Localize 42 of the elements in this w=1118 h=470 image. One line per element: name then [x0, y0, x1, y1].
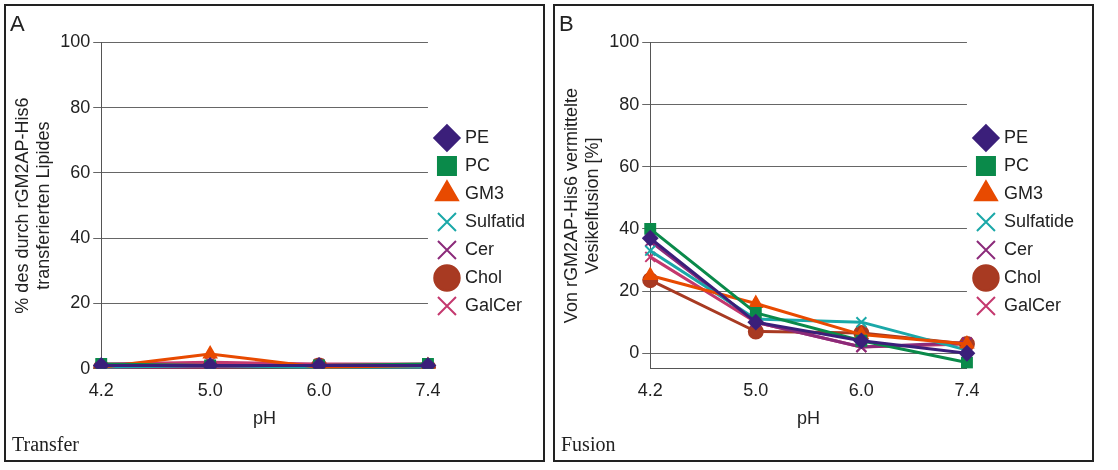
y-tick-label: 100	[609, 31, 640, 52]
legend-label: GalCer	[464, 294, 522, 315]
legend-label: Chol	[464, 266, 502, 287]
y-tick-label: 60	[70, 161, 91, 182]
y-tick-label: 100	[60, 31, 91, 52]
legend-label: Cer	[1003, 238, 1033, 259]
legend-label: PE	[1003, 126, 1028, 147]
y-tick-label: 60	[619, 155, 640, 176]
x-tick-label: 4.2	[637, 379, 663, 400]
y-tick-label: 0	[80, 357, 91, 378]
legend-label: PE	[464, 126, 489, 147]
chart-title: A	[10, 11, 25, 37]
y-axis-title: % des durch rGM2AP-His6 transferierten Lipides	[11, 97, 54, 314]
chart-title: B	[559, 11, 574, 37]
y-tick-label: 80	[70, 96, 91, 117]
legend-label: Sulfatid	[464, 210, 526, 231]
y-tick-label: 20	[619, 280, 640, 301]
x-tick-label: 6.0	[848, 379, 874, 400]
text: Transfer	[12, 433, 80, 456]
legend-label: GM3	[464, 182, 504, 203]
legend-label: Sulfatide	[1003, 210, 1075, 231]
x-tick-label: 5.0	[197, 379, 223, 400]
y-axis-title: Von rGM2AP-His6 vermittelte Vesikelfusion [%]	[560, 88, 603, 324]
legend-label: PC	[464, 154, 490, 175]
y-tick-label: 0	[629, 342, 640, 363]
legend-label: Chol	[1003, 266, 1041, 287]
x-tick-label: 5.0	[743, 379, 769, 400]
x-tick-label: 7.4	[415, 379, 441, 400]
legend-label: Cer	[464, 238, 494, 259]
x-tick-label: 4.2	[88, 379, 114, 400]
x-axis-title: pH	[253, 408, 277, 429]
x-tick-label: 6.0	[306, 379, 332, 400]
text: Fusion	[561, 433, 616, 456]
legend-label: GM3	[1003, 182, 1043, 203]
y-tick-label: 40	[619, 217, 640, 238]
y-tick-label: 20	[70, 292, 91, 313]
legend-label: PC	[1003, 154, 1029, 175]
x-tick-label: 7.4	[954, 379, 980, 400]
y-tick-label: 40	[70, 227, 91, 248]
x-axis-title: pH	[797, 408, 821, 429]
legend-label: GalCer	[1003, 294, 1061, 315]
y-tick-label: 80	[619, 93, 640, 114]
